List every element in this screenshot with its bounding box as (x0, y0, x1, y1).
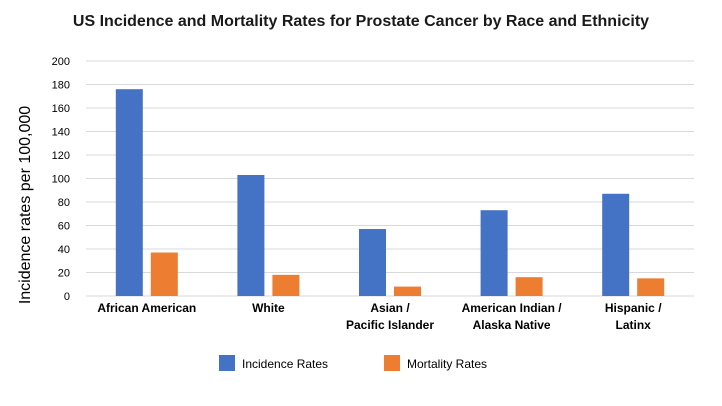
bar-mortality-rates (637, 278, 665, 296)
y-tick-label: 180 (52, 80, 70, 92)
bar-mortality-rates (272, 274, 300, 296)
legend-label: Incidence Rates (242, 357, 328, 371)
x-tick-label: African American (97, 301, 196, 315)
x-tick-label: Pacific Islander (346, 318, 434, 332)
y-tick-label: 120 (52, 150, 70, 162)
x-tick-label: Alaska Native (473, 318, 551, 332)
y-tick-label: 140 (52, 127, 70, 139)
y-tick-label: 0 (64, 291, 70, 303)
bar-incidence-rates (359, 229, 386, 296)
y-tick-label: 20 (58, 268, 70, 280)
x-tick-label: Hispanic / (605, 301, 662, 315)
legend-swatch (219, 355, 235, 371)
y-tick-label: 60 (58, 221, 70, 233)
x-axis-ticks: African American White Asian / Pacific Isla… (97, 301, 662, 332)
bar-incidence-rates (237, 174, 265, 296)
y-tick-label: 160 (52, 103, 70, 115)
y-tick-label: 80 (58, 197, 70, 209)
legend-swatch (384, 355, 400, 371)
x-tick-label: Latinx (616, 318, 652, 332)
chart-title: US Incidence and Mortality Rates for Pro… (73, 13, 649, 30)
gridlines (86, 60, 694, 297)
bar-incidence-rates (115, 89, 143, 296)
y-tick-label: 100 (52, 174, 70, 186)
y-axis-label: Incidence rates per 100,000 (17, 106, 34, 304)
legend-label: Mortality Rates (407, 357, 487, 371)
y-tick-label: 40 (58, 244, 70, 256)
y-tick-label: 200 (52, 56, 70, 68)
bar-mortality-rates (150, 252, 178, 296)
legend: Incidence Rates Mortality Rates (219, 355, 487, 371)
x-tick-label: American Indian / (462, 301, 563, 315)
bar-mortality-rates (515, 277, 543, 296)
bar-incidence-rates (480, 210, 508, 296)
x-tick-label: Asian / (370, 301, 410, 315)
bar-incidence-rates (602, 193, 630, 296)
bar-mortality-rates (394, 286, 421, 296)
x-tick-label: White (252, 301, 285, 315)
bars (115, 89, 665, 296)
y-axis-ticks: 0 20 40 60 80 100 120 140 160 180 200 (52, 56, 70, 303)
